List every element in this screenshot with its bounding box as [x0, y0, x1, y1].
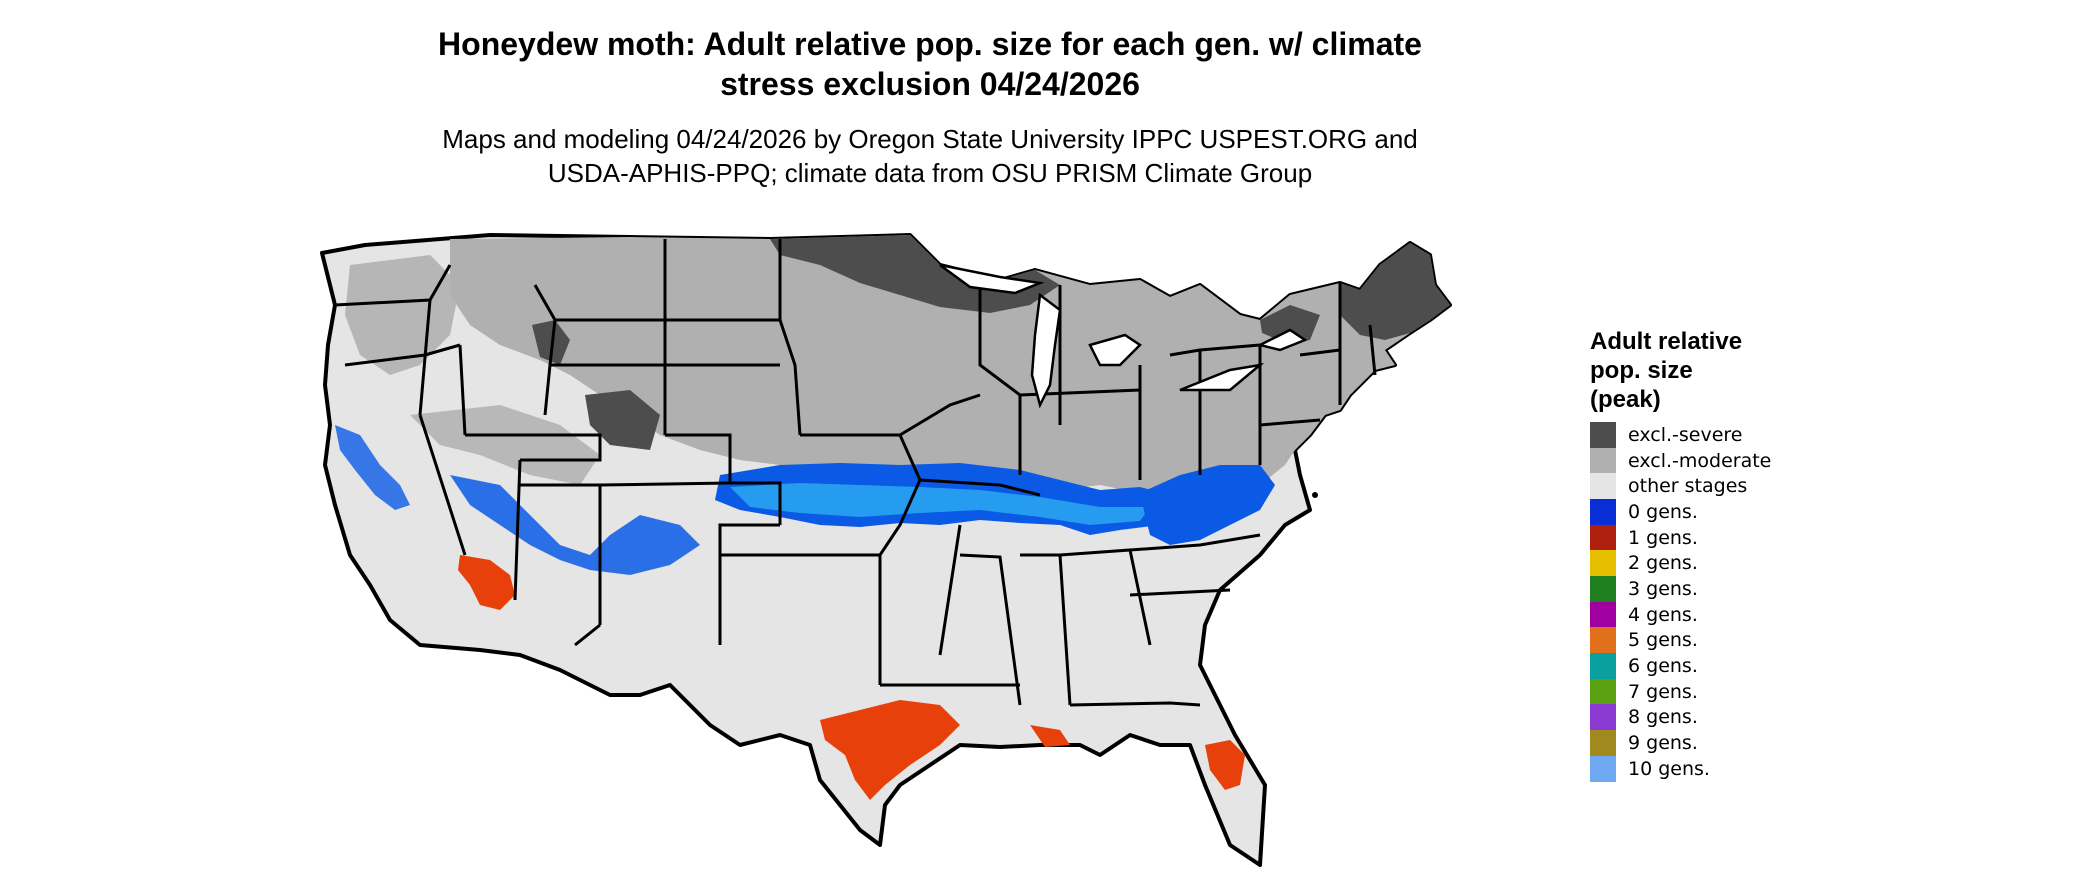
legend-swatch	[1590, 678, 1616, 705]
map-subtitle: Maps and modeling 04/24/2026 by Oregon S…	[380, 122, 1480, 190]
legend-swatch	[1590, 550, 1616, 577]
legend-item: excl.-severe	[1590, 421, 1890, 448]
legend-items: excl.-severe excl.-moderate other stages…	[1590, 421, 1890, 782]
legend-swatch	[1590, 704, 1616, 731]
legend-swatch	[1590, 524, 1616, 551]
title-line-2: stress exclusion 04/24/2026	[720, 66, 1140, 102]
legend-label: 1 gens.	[1628, 526, 1698, 549]
legend-label: 5 gens.	[1628, 629, 1698, 652]
legend-item: 9 gens.	[1590, 730, 1890, 757]
legend-item: other stages	[1590, 473, 1890, 500]
legend-item: excl.-moderate	[1590, 447, 1890, 474]
zone-1-gens-florida	[1205, 740, 1245, 790]
legend-title-line-3: (peak)	[1590, 386, 1661, 413]
legend-label: 7 gens.	[1628, 680, 1698, 703]
legend-label: 4 gens.	[1628, 603, 1698, 626]
legend-swatch	[1590, 601, 1616, 628]
legend-swatch	[1590, 653, 1616, 680]
legend-item: 2 gens.	[1590, 550, 1890, 577]
legend-label: other stages	[1628, 475, 1748, 498]
legend-swatch	[1590, 473, 1616, 500]
legend-label: 0 gens.	[1628, 500, 1698, 523]
legend-item: 3 gens.	[1590, 575, 1890, 602]
legend-item: 1 gens.	[1590, 524, 1890, 551]
title-line-1: Honeydew moth: Adult relative pop. size …	[438, 26, 1422, 62]
legend-label: excl.-moderate	[1628, 449, 1772, 472]
legend-title-line-2: pop. size	[1590, 357, 1693, 384]
zone-excl-moderate-west	[345, 255, 460, 375]
zone-excl-moderate-nevada	[410, 405, 600, 485]
map-title: Honeydew moth: Adult relative pop. size …	[380, 24, 1480, 104]
legend-item: 4 gens.	[1590, 601, 1890, 628]
legend-swatch	[1590, 575, 1616, 602]
legend-swatch	[1590, 755, 1616, 782]
legend-label: 3 gens.	[1628, 577, 1698, 600]
zone-excl-severe-north	[770, 235, 1060, 313]
legend-label: excl.-severe	[1628, 423, 1743, 446]
legend-item: 6 gens.	[1590, 653, 1890, 680]
marker-dot	[1312, 492, 1318, 498]
legend-swatch	[1590, 627, 1616, 654]
zone-1-gens-arizona	[458, 555, 515, 610]
legend-swatch	[1590, 421, 1616, 448]
legend-label: 10 gens.	[1628, 757, 1710, 780]
legend-label: 2 gens.	[1628, 552, 1698, 575]
legend-swatch	[1590, 447, 1616, 474]
legend-item: 5 gens.	[1590, 627, 1890, 654]
legend-item: 8 gens.	[1590, 704, 1890, 731]
zone-excl-severe-ne	[1340, 243, 1450, 340]
legend-item: 10 gens.	[1590, 755, 1890, 782]
zone-1-gens-louisiana	[1030, 725, 1070, 747]
zone-0-gens-southwest	[450, 475, 700, 575]
subtitle-line-1: Maps and modeling 04/24/2026 by Oregon S…	[442, 124, 1418, 154]
great-lakes	[939, 263, 1308, 409]
legend-title-line-1: Adult relative	[1590, 328, 1743, 355]
zone-0-gens-california	[335, 425, 410, 510]
legend-item: 7 gens.	[1590, 678, 1890, 705]
zone-excl-severe-colorado	[585, 390, 660, 450]
zone-1-gens-texas	[820, 700, 960, 800]
subtitle-line-2: USDA-APHIS-PPQ; climate data from OSU PR…	[547, 158, 1313, 188]
legend-label: 9 gens.	[1628, 732, 1698, 755]
us-map	[320, 233, 1452, 867]
legend-swatch	[1590, 730, 1616, 757]
zone-0-gens-central-light	[730, 483, 1150, 525]
legend-item: 0 gens.	[1590, 498, 1890, 525]
legend-label: 6 gens.	[1628, 655, 1698, 678]
zone-excl-severe-upstate	[1260, 305, 1320, 343]
legend-title: Adult relative pop. size (peak)	[1590, 327, 1890, 414]
legend-swatch	[1590, 498, 1616, 525]
legend: Adult relative pop. size (peak) excl.-se…	[1590, 327, 1890, 782]
zone-0-gens-virginia	[1140, 465, 1275, 545]
legend-label: 8 gens.	[1628, 706, 1698, 729]
